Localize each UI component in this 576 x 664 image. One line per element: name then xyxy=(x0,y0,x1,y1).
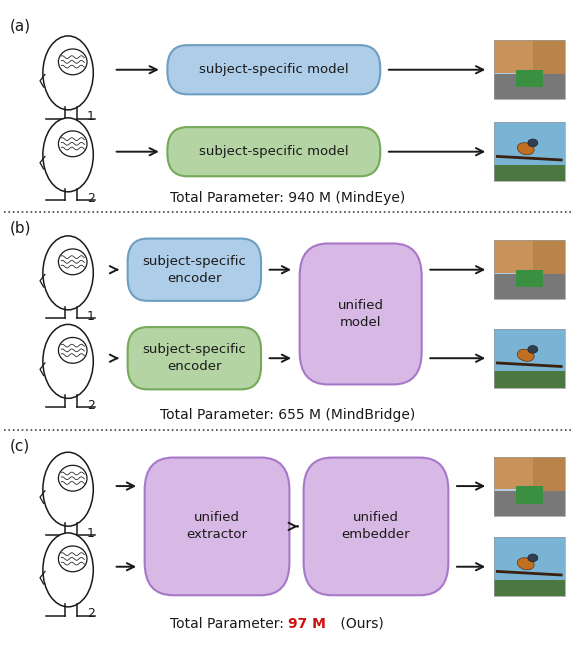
FancyBboxPatch shape xyxy=(533,457,564,492)
Ellipse shape xyxy=(43,118,93,192)
Ellipse shape xyxy=(58,249,87,275)
FancyBboxPatch shape xyxy=(168,45,380,94)
Ellipse shape xyxy=(528,554,538,562)
FancyBboxPatch shape xyxy=(494,41,564,99)
FancyBboxPatch shape xyxy=(128,327,261,389)
Ellipse shape xyxy=(58,337,87,363)
FancyBboxPatch shape xyxy=(494,580,564,596)
Text: 2: 2 xyxy=(87,399,95,412)
Text: Total Parameter:: Total Parameter: xyxy=(170,617,288,631)
FancyBboxPatch shape xyxy=(494,457,564,515)
Text: unified
model: unified model xyxy=(338,299,384,329)
FancyBboxPatch shape xyxy=(494,165,564,181)
Text: 2: 2 xyxy=(87,608,95,620)
FancyBboxPatch shape xyxy=(494,329,564,388)
Ellipse shape xyxy=(517,143,534,155)
FancyBboxPatch shape xyxy=(533,41,564,76)
FancyBboxPatch shape xyxy=(494,371,564,388)
Ellipse shape xyxy=(517,558,534,570)
FancyBboxPatch shape xyxy=(517,270,543,288)
Ellipse shape xyxy=(528,345,538,353)
FancyBboxPatch shape xyxy=(494,274,564,299)
Ellipse shape xyxy=(43,452,93,526)
FancyBboxPatch shape xyxy=(128,238,261,301)
FancyBboxPatch shape xyxy=(494,41,543,72)
Text: unified
embedder: unified embedder xyxy=(342,511,410,541)
FancyBboxPatch shape xyxy=(494,240,543,273)
Text: 2: 2 xyxy=(87,193,95,205)
FancyBboxPatch shape xyxy=(494,491,564,515)
Text: subject-specific
encoder: subject-specific encoder xyxy=(142,343,247,373)
FancyBboxPatch shape xyxy=(300,244,422,384)
Text: 1: 1 xyxy=(87,310,95,323)
FancyBboxPatch shape xyxy=(494,457,543,489)
Text: unified
extractor: unified extractor xyxy=(187,511,248,541)
FancyBboxPatch shape xyxy=(494,122,564,181)
FancyBboxPatch shape xyxy=(533,240,564,276)
Text: (c): (c) xyxy=(10,439,30,454)
Text: 1: 1 xyxy=(87,110,95,124)
FancyBboxPatch shape xyxy=(494,74,564,99)
FancyBboxPatch shape xyxy=(304,457,448,595)
Text: Total Parameter: 655 M (MindBridge): Total Parameter: 655 M (MindBridge) xyxy=(160,408,416,422)
Text: subject-specific model: subject-specific model xyxy=(199,145,348,158)
Text: 1: 1 xyxy=(87,527,95,540)
FancyBboxPatch shape xyxy=(494,240,564,299)
Ellipse shape xyxy=(43,236,93,310)
Ellipse shape xyxy=(43,325,93,398)
Ellipse shape xyxy=(58,49,87,75)
Text: 97 M: 97 M xyxy=(288,617,326,631)
FancyBboxPatch shape xyxy=(145,457,289,595)
Ellipse shape xyxy=(58,546,87,572)
FancyBboxPatch shape xyxy=(517,486,543,504)
Text: (Ours): (Ours) xyxy=(336,617,384,631)
Text: (a): (a) xyxy=(10,19,31,34)
FancyBboxPatch shape xyxy=(168,127,380,176)
Text: Total Parameter: 940 M (MindEye): Total Parameter: 940 M (MindEye) xyxy=(170,191,406,205)
Text: (b): (b) xyxy=(10,220,31,236)
FancyBboxPatch shape xyxy=(494,537,564,596)
Text: subject-specific model: subject-specific model xyxy=(199,63,348,76)
Ellipse shape xyxy=(58,131,87,157)
Ellipse shape xyxy=(58,465,87,491)
Ellipse shape xyxy=(517,349,534,361)
Ellipse shape xyxy=(43,36,93,110)
Ellipse shape xyxy=(528,139,538,147)
FancyBboxPatch shape xyxy=(517,70,543,88)
Ellipse shape xyxy=(43,533,93,607)
Text: subject-specific
encoder: subject-specific encoder xyxy=(142,255,247,285)
